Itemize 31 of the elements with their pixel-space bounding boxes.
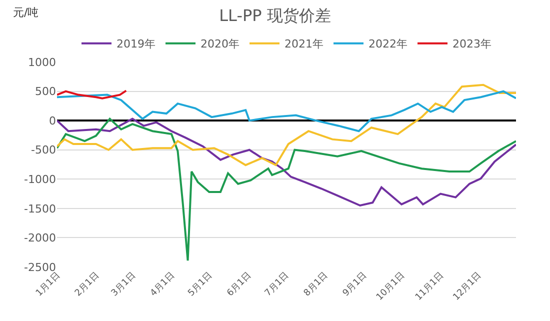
- line-series: [57, 90, 516, 132]
- line-series: [57, 84, 516, 166]
- y-tick-label: -500: [31, 144, 56, 157]
- x-tick-label: 6月1日: [226, 270, 254, 299]
- chart-title: LL-PP 现货价差: [219, 6, 331, 25]
- x-tick-label: 12月1日: [452, 270, 484, 303]
- legend-label: 2021年: [284, 38, 324, 51]
- x-tick-label: 9月1日: [341, 270, 370, 299]
- x-tick-label: 10月1日: [374, 270, 407, 303]
- x-tick-label: 2月1日: [73, 270, 102, 299]
- x-tick-label: 3月1日: [110, 270, 138, 299]
- line-series: [57, 90, 128, 100]
- y-tick-label: -1500: [24, 202, 56, 216]
- y-tick-label: 0: [49, 114, 56, 128]
- x-tick-label: 1月1日: [34, 270, 62, 299]
- legend-label: 2020年: [200, 38, 240, 51]
- legend-label: 2023年: [452, 38, 492, 51]
- y-tick-label: 500: [35, 85, 56, 98]
- x-tick-label: 4月1日: [148, 270, 177, 299]
- legend-label: 2022年: [368, 38, 408, 51]
- y-tick-label: -2000: [24, 232, 56, 245]
- x-tick-label: 11月1日: [414, 270, 446, 303]
- legend-label: 2019年: [116, 38, 156, 51]
- y-tick-label: -1000: [24, 172, 56, 186]
- line-series: [57, 118, 516, 206]
- x-tick-label: 5月1日: [186, 270, 214, 299]
- y-axis-title: 元/吨: [13, 6, 39, 19]
- x-tick-label: 8月1日: [302, 270, 330, 299]
- x-tick-label: 7月1日: [263, 270, 292, 299]
- y-tick-label: 1000: [28, 56, 56, 69]
- line-series: [57, 118, 516, 262]
